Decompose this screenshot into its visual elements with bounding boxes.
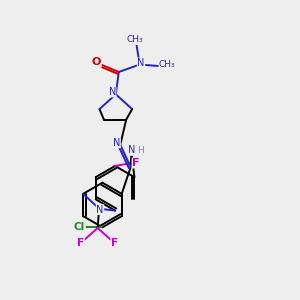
Text: H: H	[137, 146, 144, 155]
Text: O: O	[92, 57, 101, 67]
Text: N: N	[113, 138, 120, 148]
Text: N: N	[128, 146, 135, 155]
Text: N: N	[109, 87, 116, 97]
Text: CH₃: CH₃	[159, 60, 175, 69]
Text: N: N	[96, 205, 104, 214]
Text: Cl: Cl	[74, 222, 85, 232]
Text: F: F	[111, 238, 118, 248]
Text: F: F	[77, 238, 84, 248]
Text: N: N	[137, 58, 145, 68]
Text: CH₃: CH₃	[127, 35, 143, 44]
Text: F: F	[132, 158, 140, 168]
